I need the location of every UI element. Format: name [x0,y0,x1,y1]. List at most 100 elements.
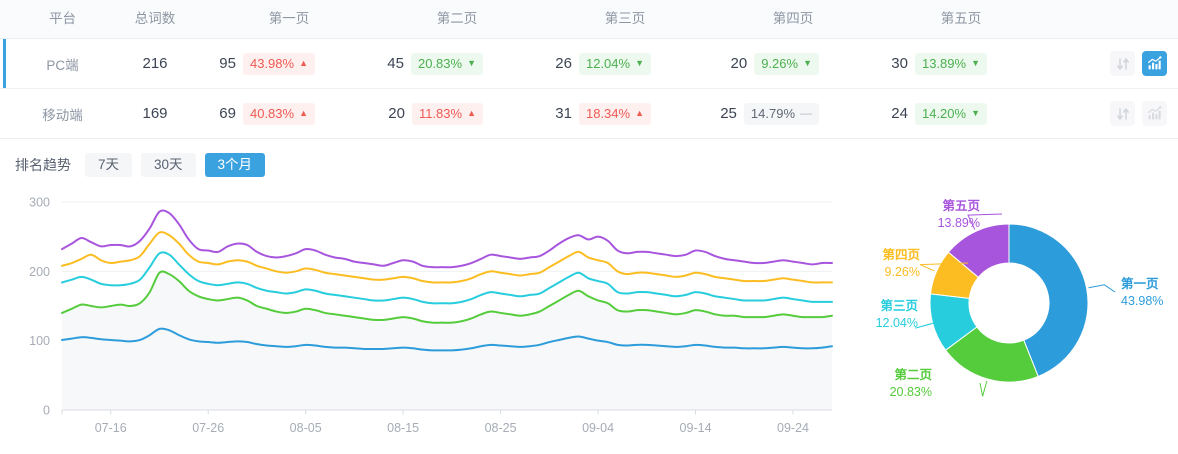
y-axis-tick-label: 100 [29,334,50,348]
page-distribution-donut-chart[interactable]: 第一页 43.98% 第二页 20.83% 第三页 12.04% 第四页 9.26% 第五页 13… [840,186,1178,416]
percentage-badge: 43.98% ▲ [242,52,315,75]
percentage-value: 20.83% [417,55,463,71]
row-selected-indicator [3,39,6,88]
sort-button[interactable] [1110,51,1135,76]
column-header-p4[interactable]: 第四页 [772,11,814,26]
donut-label-value: 9.26% [885,265,920,279]
y-axis-tick-label: 300 [29,196,50,210]
line-series-第三页 [61,251,833,305]
percentage-badge: 14.20% ▼ [914,102,987,125]
cell-platform: 移动端 [42,107,83,123]
donut-label-value: 13.89% [938,216,980,230]
donut-slice-第五页[interactable] [947,223,1010,278]
percentage-badge: 18.34% ▲ [578,102,651,125]
table-body: PC端 216 95 43.98% ▲ 45 20.83% ▼ 26 12.04% ▼ 20 9.26%… [0,39,1178,138]
arrow-down-icon: ▼ [971,107,980,118]
line-series-第四页 [61,231,833,284]
y-axis-tick-label: 200 [29,265,50,279]
cell-page-3: 26 12.04% ▼ [541,39,651,88]
percentage-value: 13.89% [921,55,967,71]
donut-label-value: 43.98% [1121,294,1163,308]
arrow-down-icon: ▼ [971,57,980,68]
percentage-value: 14.79% [750,105,795,121]
percentage-badge: 14.79% — [743,102,819,125]
donut-label-name: 第一页 [1121,276,1159,291]
donut-leader-line [915,313,967,329]
percentage-badge: 11.83% ▲ [411,102,483,125]
show-trend-chart-button[interactable] [1142,101,1167,126]
percentage-badge: 12.04% ▼ [578,52,651,75]
range-tab-1[interactable]: 30天 [141,152,196,178]
arrow-up-icon: ▲ [467,107,476,118]
x-axis-tick-label: 08-05 [290,421,322,435]
x-axis-tick-label: 07-26 [192,421,224,435]
trend-range-tabs: 7天 30天 3个月 [85,152,266,178]
rank-trend-line-chart[interactable]: 0 100 200 300 07-16 07-26 08-05 08-15 08-25 09-04… [0,188,848,443]
donut-leader-line [919,262,969,272]
x-axis-tick-label: 07-16 [95,421,127,435]
x-axis-tick-label: 09-24 [777,421,809,435]
y-axis-tick-label: 0 [43,404,50,418]
column-header-p2[interactable]: 第二页 [436,11,478,26]
page-count: 69 [219,105,236,122]
line-series-第五页 [61,209,833,269]
arrow-up-icon: ▲ [299,107,308,118]
arrow-down-icon: ▼ [803,57,812,68]
column-header-p5[interactable]: 第五页 [940,11,982,26]
x-axis-tick-label: 08-15 [387,421,419,435]
percentage-value: 9.26% [761,55,799,71]
sort-icon [1116,57,1130,71]
percentage-value: 11.83% [418,105,463,121]
donut-leader-line [1088,284,1116,293]
trend-toolbar: 排名趋势 7天 30天 3个月 [0,139,1178,191]
page-count: 31 [555,105,572,122]
x-axis-tick-label: 09-04 [582,421,614,435]
line-series-第二页 [61,270,833,324]
cell-page-3: 31 18.34% ▲ [541,89,651,138]
range-tab-2[interactable]: 3个月 [204,152,266,178]
donut-leader-line [979,380,988,397]
sort-button[interactable] [1110,101,1135,126]
sort-icon [1116,107,1130,121]
page-count: 25 [720,105,737,122]
arrow-down-icon: ▼ [467,57,476,68]
area-fill [62,271,832,410]
line-chart-svg: 0 100 200 300 07-16 07-26 08-05 08-15 08-25 09-04… [29,196,833,435]
column-header-p3[interactable]: 第三页 [604,11,646,26]
percentage-badge: 13.89% ▼ [914,52,987,75]
page-count: 95 [219,55,236,72]
percentage-badge: 20.83% ▼ [410,52,483,75]
x-axis-tick-label: 08-25 [485,421,517,435]
cell-page-4: 25 14.79% — [709,89,819,138]
donut-label-name: 第三页 [880,298,918,313]
donut-label-name: 第四页 [882,247,920,262]
show-trend-chart-button[interactable] [1142,51,1167,76]
cell-total-keywords: 169 [142,105,168,122]
donut-label-name: 第五页 [942,198,980,213]
percentage-badge: 40.83% ▲ [242,102,315,125]
trend-chart-icon [1147,106,1162,121]
x-axis-tick-label: 09-14 [680,421,712,435]
column-header-platform[interactable]: 平台 [49,11,76,26]
platform-stats-table: 平台 总词数 第一页 第二页 第三页 第四页 第五页 PC端 216 95 43.98% ▲ 45 20… [0,0,1178,139]
donut-slice-第一页[interactable] [1008,223,1089,378]
cell-page-2: 20 11.83% ▲ [373,89,483,138]
cell-page-2: 45 20.83% ▼ [373,39,483,88]
table-row[interactable]: 移动端 169 69 40.83% ▲ 20 11.83% ▲ 31 18.34% ▲ 25 14.79… [0,89,1178,138]
column-header-p1[interactable]: 第一页 [268,11,310,26]
column-header-total[interactable]: 总词数 [134,11,176,26]
cell-page-5: 30 13.89% ▼ [877,39,987,88]
cell-page-5: 24 14.20% ▼ [877,89,987,138]
percentage-value: 14.20% [921,105,967,121]
range-tab-0[interactable]: 7天 [85,152,133,178]
cell-total-keywords: 216 [142,55,168,72]
donut-chart-svg: 第一页 43.98% 第二页 20.83% 第三页 12.04% 第四页 9.26% 第五页 13… [876,198,1164,399]
percentage-value: 18.34% [585,105,631,121]
page-count: 45 [387,55,404,72]
table-row[interactable]: PC端 216 95 43.98% ▲ 45 20.83% ▼ 26 12.04% ▼ 20 9.26%… [0,39,1178,89]
page-count: 20 [388,105,405,122]
dash-icon: — [800,106,812,120]
page-count: 26 [555,55,572,72]
page-count: 20 [730,55,748,72]
